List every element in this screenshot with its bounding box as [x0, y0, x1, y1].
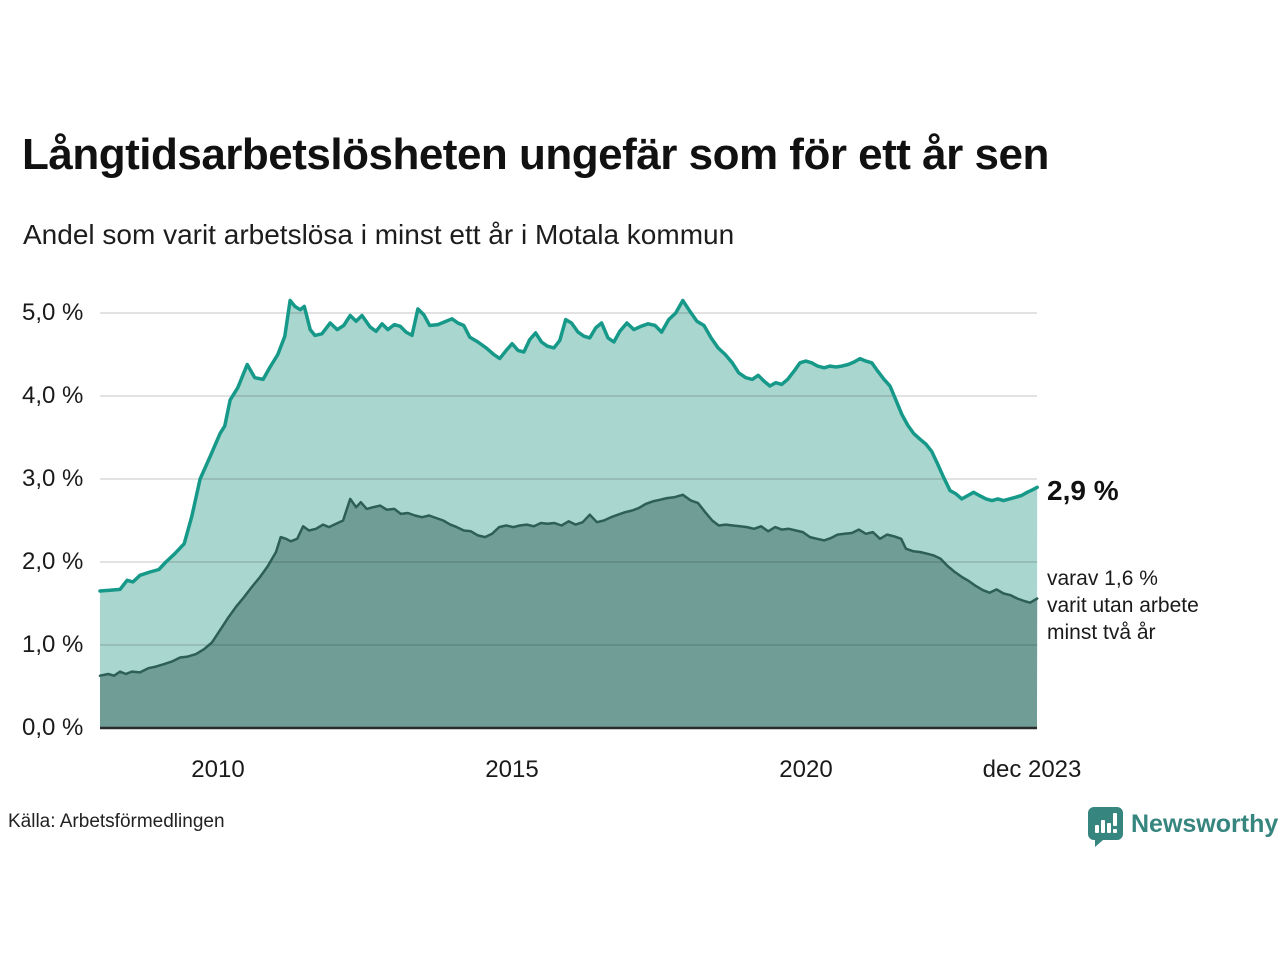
y-axis-tick-label: 3,0 % — [22, 465, 84, 492]
y-axis-tick-label: 0,0 % — [22, 714, 84, 741]
page-subtitle: Andel som varit arbetslösa i minst ett å… — [23, 219, 735, 250]
area-minst-tva-ar — [100, 494, 1038, 728]
page-title: Långtidsarbetslösheten ungefär som för e… — [22, 130, 1049, 179]
end-value-note-line: varit utan arbete — [1047, 594, 1199, 617]
line-minst-ett-ar — [98, 298, 1039, 593]
newsworthy-brand: Newsworthy — [1087, 806, 1278, 848]
end-value-note-line: minst två år — [1047, 621, 1156, 644]
y-axis-tick-label: 4,0 % — [22, 382, 84, 409]
end-value-note-line: varav 1,6 % — [1047, 567, 1158, 590]
y-axis-tick-label: 2,0 % — [22, 548, 84, 575]
x-axis-tick-label: 2020 — [779, 756, 833, 783]
newsworthy-logo-text: Newsworthy — [1131, 810, 1279, 838]
x-axis-tick-label: 2010 — [191, 756, 245, 783]
source-caption: Källa: Arbetsförmedlingen — [8, 811, 225, 832]
end-value-note: varav 1,6 % varit utan arbete minst två … — [1047, 565, 1199, 646]
x-axis-tick-label: 2015 — [485, 756, 539, 783]
x-axis-tick-label: dec 2023 — [982, 756, 1082, 783]
line-minst-tva-ar — [98, 493, 1039, 677]
newsworthy-logo-icon — [1088, 807, 1123, 847]
y-axis-tick-label: 5,0 % — [22, 299, 84, 326]
end-value-label: 2,9 % — [1047, 475, 1119, 506]
y-axis-tick-label: 1,0 % — [22, 631, 84, 658]
